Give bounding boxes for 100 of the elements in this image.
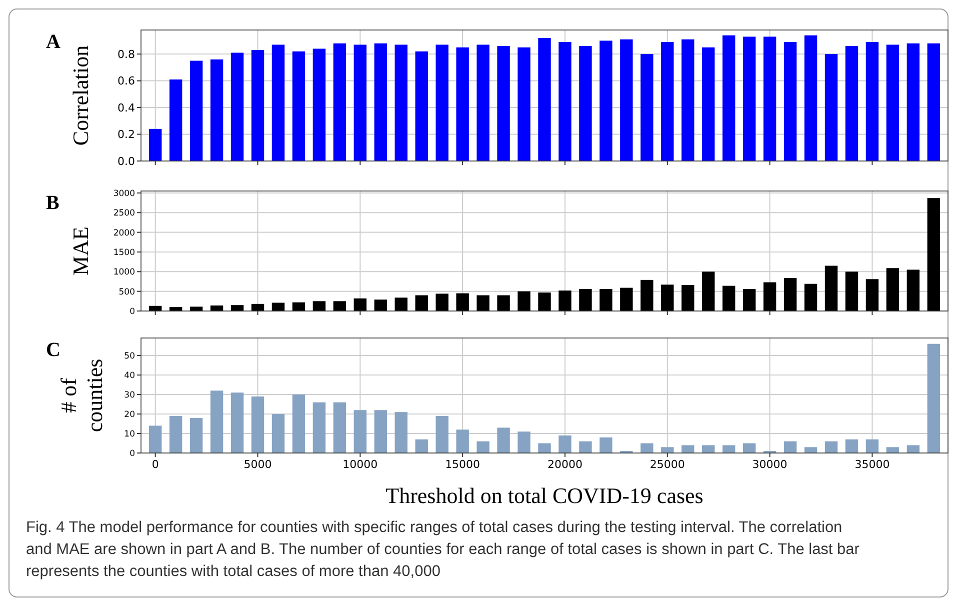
bar xyxy=(558,290,572,311)
x-tick-label: 15000 xyxy=(445,458,480,471)
bar xyxy=(456,47,469,161)
bar xyxy=(886,447,900,453)
y-tick-label: 0.6 xyxy=(118,74,135,88)
chart-title: A xyxy=(46,31,61,53)
bar xyxy=(661,447,674,453)
y-tick-label: 40 xyxy=(124,371,135,382)
bar xyxy=(702,445,715,453)
bar xyxy=(600,437,612,453)
bar xyxy=(436,294,448,311)
bar xyxy=(312,402,326,453)
bar xyxy=(722,445,736,453)
bar xyxy=(456,430,469,453)
x-tick-label: 0 xyxy=(152,458,159,471)
y-tick-label: 1000 xyxy=(113,268,135,278)
bar xyxy=(292,51,306,161)
bar xyxy=(824,266,838,311)
bar xyxy=(742,36,756,161)
bar xyxy=(906,270,920,311)
bar xyxy=(456,293,469,311)
bar xyxy=(333,43,346,161)
bar xyxy=(354,410,367,453)
bar xyxy=(394,298,408,311)
y-tick-label: 10 xyxy=(124,429,135,440)
bar xyxy=(415,295,428,311)
bar xyxy=(272,44,285,161)
bar xyxy=(682,445,694,453)
bar xyxy=(742,288,756,311)
bar xyxy=(927,344,940,453)
bar xyxy=(292,302,306,311)
bar xyxy=(784,278,797,311)
bar xyxy=(518,432,530,453)
y-tick-label: 20 xyxy=(124,410,135,420)
x-tick-label: 20000 xyxy=(547,458,582,471)
bar xyxy=(436,416,448,453)
bar xyxy=(886,268,900,311)
bar xyxy=(906,445,920,453)
y-tick-label: 0.2 xyxy=(118,128,135,142)
bar xyxy=(620,288,633,311)
bar xyxy=(866,42,879,161)
bar xyxy=(640,443,654,453)
bar xyxy=(640,280,654,311)
bar xyxy=(538,443,551,453)
bar xyxy=(784,42,797,161)
y-tick-label: 0 xyxy=(130,448,135,459)
y-tick-label: 30 xyxy=(124,390,135,400)
bar xyxy=(538,38,551,161)
bar xyxy=(476,295,490,311)
bar xyxy=(190,306,203,311)
bar xyxy=(927,198,940,311)
bar xyxy=(415,439,428,453)
bar xyxy=(476,441,490,453)
bar xyxy=(886,44,900,161)
bar xyxy=(763,36,776,161)
bar xyxy=(579,46,592,161)
bar xyxy=(702,272,715,311)
bar xyxy=(927,43,940,161)
bar xyxy=(804,447,818,453)
bar xyxy=(866,439,879,453)
bar xyxy=(251,304,264,311)
x-tick-label: 5000 xyxy=(244,458,272,471)
x-axis-title: Threshold on total COVID-19 cases xyxy=(386,483,704,508)
y-tick-label: 0.8 xyxy=(118,48,135,61)
bar xyxy=(845,439,858,453)
bar xyxy=(333,301,346,311)
y-axis-title: # of counties xyxy=(56,358,107,432)
bar xyxy=(374,410,387,453)
y-tick-label: 3000 xyxy=(113,188,135,199)
bar xyxy=(661,284,674,311)
bar xyxy=(210,390,224,453)
bar xyxy=(866,279,879,311)
bar xyxy=(148,426,162,453)
bar xyxy=(272,302,285,311)
bar xyxy=(354,44,367,161)
bar xyxy=(518,291,530,311)
bar xyxy=(476,44,490,161)
bar xyxy=(374,300,387,311)
bar xyxy=(497,295,510,311)
chart-title: C xyxy=(46,339,60,361)
bar xyxy=(292,394,306,453)
bar xyxy=(210,59,224,161)
bar xyxy=(702,47,715,161)
bar xyxy=(169,416,182,453)
bar xyxy=(845,272,858,311)
y-tick-label: 2500 xyxy=(113,208,135,219)
bar xyxy=(600,40,612,161)
bar xyxy=(333,402,346,453)
bar xyxy=(784,441,797,453)
bar xyxy=(682,39,694,161)
bar xyxy=(497,428,510,453)
bar xyxy=(497,46,510,161)
bar xyxy=(600,288,612,311)
bar xyxy=(558,42,572,161)
bar xyxy=(804,35,818,161)
bar xyxy=(640,54,654,161)
y-axis-title: Correlation xyxy=(68,45,93,146)
bar xyxy=(374,43,387,161)
bar xyxy=(682,285,694,311)
caption: Fig. 4 The model performance for counties with specific ranges of total cases during the testing interval. The correlation and MAE are shown in part A and B. The number of counties for each range of total cases is shown in part C. The last bar represents the counties with total cases of more than 40,000 xyxy=(26,519,860,580)
